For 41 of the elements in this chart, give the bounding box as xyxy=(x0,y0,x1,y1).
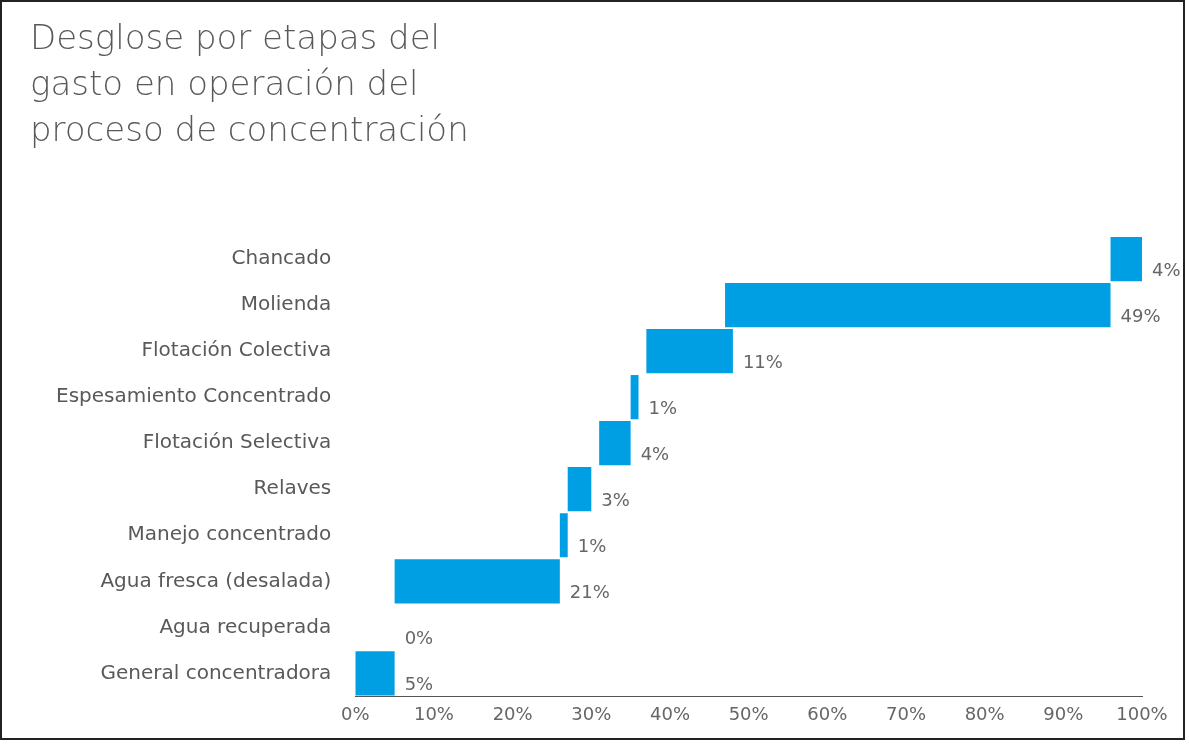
bar xyxy=(725,282,1111,328)
data-label: 21% xyxy=(569,580,610,602)
bar xyxy=(559,513,568,558)
data-label: 4% xyxy=(1152,258,1181,280)
x-tick-label: 100% xyxy=(1116,702,1168,724)
y-tick-label: Agua recuperada xyxy=(159,613,332,638)
y-tick-label: General concentradora xyxy=(100,659,332,684)
data-label: 1% xyxy=(648,396,678,418)
data-label: 1% xyxy=(577,534,607,556)
data-label: 5% xyxy=(404,673,434,695)
x-tick-label: 20% xyxy=(492,702,533,724)
y-tick-label: Agua fresca (desalada) xyxy=(100,567,332,592)
x-tick-label: 80% xyxy=(964,702,1005,724)
x-tick-label: 10% xyxy=(413,702,454,724)
y-tick-label: Molienda xyxy=(240,291,332,316)
data-label: 3% xyxy=(601,488,630,510)
y-tick-label: Flotación Colectiva xyxy=(141,337,332,362)
y-tick-label: Espesamiento Concentrado xyxy=(56,383,332,408)
y-tick-label: Chancado xyxy=(231,245,332,270)
x-tick-label: 60% xyxy=(807,702,848,724)
x-tick-label: 90% xyxy=(1043,702,1084,724)
bar xyxy=(355,651,395,696)
bar xyxy=(630,375,639,420)
x-tick-label: 0% xyxy=(341,702,370,724)
y-tick-label: Relaves xyxy=(253,475,332,500)
x-tick-label: 70% xyxy=(885,702,926,724)
y-tick-label: Flotación Selectiva xyxy=(142,429,332,454)
x-tick-label: 40% xyxy=(649,702,690,724)
data-label: 0% xyxy=(404,627,434,649)
data-label: 11% xyxy=(742,350,783,372)
bar xyxy=(646,328,733,374)
bar xyxy=(599,421,631,466)
bar xyxy=(1110,236,1142,282)
bar xyxy=(394,559,560,604)
data-label: 4% xyxy=(640,442,670,464)
x-tick-label: 50% xyxy=(728,702,769,724)
chart-title: Desglose por etapas del gasto en operación del proceso de concentración xyxy=(30,16,470,151)
y-tick-label: Manejo concentrado xyxy=(127,521,332,546)
bar xyxy=(567,467,592,512)
x-tick-label: 30% xyxy=(571,702,612,724)
data-label: 49% xyxy=(1120,304,1161,326)
